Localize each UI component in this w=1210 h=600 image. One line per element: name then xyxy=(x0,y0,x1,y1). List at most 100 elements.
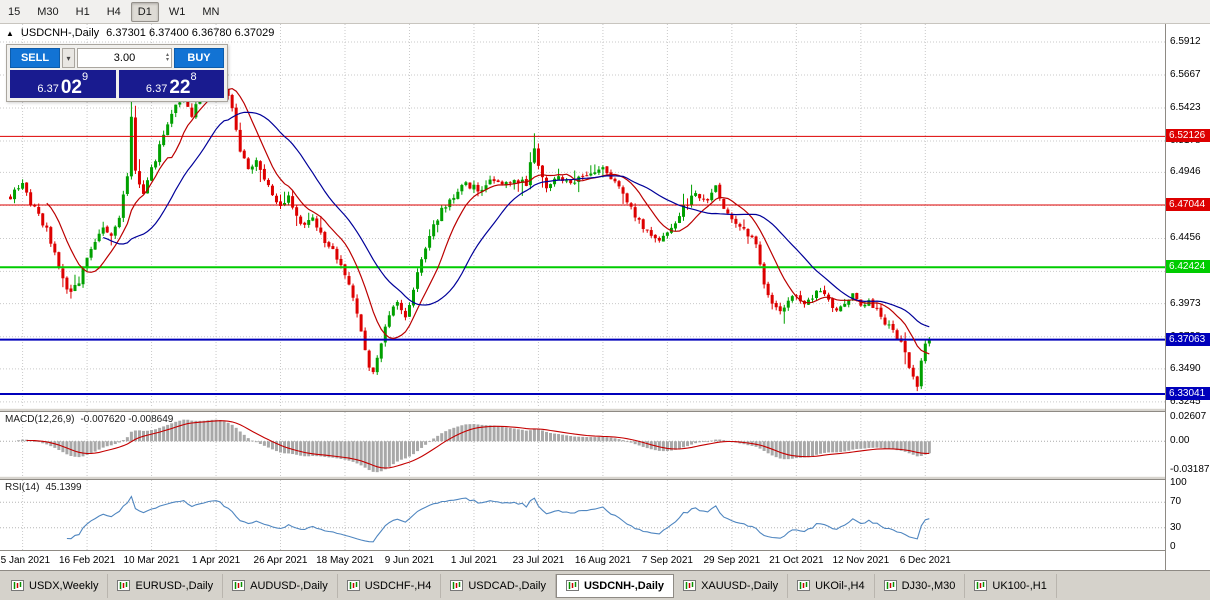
price-chart-pane[interactable] xyxy=(0,24,1165,408)
rsi-tick-label: 100 xyxy=(1170,477,1187,488)
price-tick-label: 6.3245 xyxy=(1170,395,1201,407)
one-click-panel-toggle-icon[interactable]: ▲ xyxy=(6,28,14,38)
chart-tab-icon xyxy=(883,580,897,591)
chart-tab-icon xyxy=(797,580,811,591)
timeframe-toolbar: 15 M30 H1 H4 D1 W1 MN xyxy=(0,0,1210,24)
time-axis[interactable]: 25 Jan 2021 16 Feb 2021 10 Mar 2021 1 Apr 2… xyxy=(0,550,1165,570)
date-tick-label: 16 Aug 2021 xyxy=(574,555,631,566)
buy-price-sup: 8 xyxy=(190,71,197,83)
macd-name: MACD(12,26,9) xyxy=(5,414,75,425)
chart-tab-usdx-weekly[interactable]: USDX,Weekly xyxy=(2,573,109,598)
chart-tab-icon xyxy=(117,580,131,591)
buy-button[interactable]: BUY xyxy=(174,48,224,68)
symbol-timeframe-label: USDCNH-,Daily xyxy=(20,27,100,39)
chart-tab-usdchf-h4[interactable]: USDCHF-,H4 xyxy=(338,573,442,598)
price-axis[interactable]: 6.59126.56676.54236.51786.49466.47016.44… xyxy=(1165,24,1210,570)
date-tick-label: 29 Sep 2021 xyxy=(703,555,761,566)
rsi-name: RSI(14) xyxy=(5,482,40,493)
timeframe-button-mn[interactable]: MN xyxy=(202,5,220,18)
chart-tab-usdcad-daily[interactable]: USDCAD-,Daily xyxy=(441,573,556,598)
date-tick-label: 12 Nov 2021 xyxy=(832,555,890,566)
timeframe-button-w1[interactable]: W1 xyxy=(168,5,186,18)
date-tick-label: 16 Feb 2021 xyxy=(58,555,116,566)
buy-price-display[interactable]: 6.37 22 8 xyxy=(118,70,224,98)
volume-value: 3.00 xyxy=(113,52,136,64)
chart-tab-label: AUDUSD-,Daily xyxy=(250,579,328,592)
sell-price-prefix: 6.37 xyxy=(37,83,59,95)
sell-price-sup: 9 xyxy=(81,71,89,83)
chart-tab-audusd-daily[interactable]: AUDUSD-,Daily xyxy=(223,573,338,598)
sell-price-big: 02 xyxy=(60,77,82,98)
date-tick-label: 1 Jul 2021 xyxy=(450,555,498,566)
date-tick-label: 6 Dec 2021 xyxy=(899,555,951,566)
timeframe-button-h4[interactable]: H4 xyxy=(106,5,121,18)
timeframe-button-h1[interactable]: H1 xyxy=(75,5,90,18)
chart-tab-eurusd-daily[interactable]: EURUSD-,Daily xyxy=(108,573,224,598)
buy-price-prefix: 6.37 xyxy=(145,83,168,95)
chart-tab-dj30-m30[interactable]: DJ30-,M30 xyxy=(875,573,966,598)
buy-price-big: 22 xyxy=(169,77,191,98)
timeframe-button-m30[interactable]: M30 xyxy=(37,5,59,18)
one-click-trading-panel: SELL ▾ 3.00 ▴ ▾ BUY 6.37 02 9 6.37 22 8 xyxy=(6,44,228,102)
date-tick-label: 7 Sep 2021 xyxy=(641,555,693,566)
price-line-badge: 6.37063 xyxy=(1166,332,1210,346)
rsi-label: RSI(14) 45.1399 xyxy=(5,482,82,493)
ohlc-values: 6.37301 6.37400 6.36780 6.37029 xyxy=(106,27,275,39)
rsi-tick-label: 30 xyxy=(1170,521,1182,533)
date-tick-label: 1 Apr 2021 xyxy=(191,555,241,566)
rsi-value: 45.1399 xyxy=(45,482,82,493)
price-tick-label: 6.4456 xyxy=(1170,232,1201,244)
chart-tab-icon xyxy=(346,580,360,591)
price-line-badge: 6.42424 xyxy=(1166,260,1210,274)
date-tick-label: 26 Apr 2021 xyxy=(253,555,308,566)
chart-tab-ukoil-h4[interactable]: UKOil-,H4 xyxy=(788,573,875,598)
rsi-indicator-pane[interactable] xyxy=(0,480,1165,550)
chart-tab-icon xyxy=(232,580,246,591)
chart-tab-xauusd-daily[interactable]: XAUUSD-,Daily xyxy=(674,573,789,598)
chart-tab-label: UK100-,H1 xyxy=(992,579,1047,592)
price-tick-label: 6.3973 xyxy=(1170,297,1201,309)
chart-tab-label: UKOil-,H4 xyxy=(815,579,865,592)
volume-spinner: ▴ ▾ xyxy=(166,49,169,67)
price-line-badge: 6.33041 xyxy=(1166,386,1210,400)
macd-values: -0.007620 -0.008649 xyxy=(80,414,174,425)
date-tick-label: 9 Jun 2021 xyxy=(384,555,435,566)
chart-tab-label: USDX,Weekly xyxy=(29,579,99,592)
volume-up-icon[interactable]: ▴ xyxy=(165,52,169,58)
chart-tab-usdcnh-daily[interactable]: USDCNH-,Daily xyxy=(555,573,675,598)
rsi-tick-label: 0 xyxy=(1170,541,1176,552)
price-tick-label: 6.3490 xyxy=(1170,362,1201,374)
macd-tick-label: 0.02607 xyxy=(1170,411,1207,423)
macd-indicator-pane[interactable] xyxy=(0,412,1165,476)
date-tick-label: 18 May 2021 xyxy=(316,555,374,566)
rsi-tick-label: 70 xyxy=(1170,496,1182,508)
sell-button[interactable]: SELL xyxy=(10,48,60,68)
chart-tab-icon xyxy=(565,580,579,591)
volume-dropdown-button[interactable]: ▾ xyxy=(62,48,75,68)
date-tick-label: 10 Mar 2021 xyxy=(123,555,180,566)
volume-down-icon[interactable]: ▾ xyxy=(165,57,169,63)
chart-tab-icon xyxy=(974,580,988,591)
price-tick-label: 6.5423 xyxy=(1170,101,1201,113)
chart-tab-icon xyxy=(11,580,24,591)
macd-tick-label: -0.03187 xyxy=(1170,464,1210,476)
macd-tick-label: 0.00 xyxy=(1170,435,1190,447)
chart-tab-uk100-h1[interactable]: UK100-,H1 xyxy=(965,573,1057,598)
pane-separator[interactable] xyxy=(0,408,1210,412)
macd-label: MACD(12,26,9) -0.007620 -0.008649 xyxy=(5,414,173,425)
chart-tab-label: DJ30-,M30 xyxy=(901,579,956,592)
price-line-badge: 6.47044 xyxy=(1166,197,1210,211)
sell-price-display[interactable]: 6.37 02 9 xyxy=(10,70,116,98)
date-tick-label: 21 Oct 2021 xyxy=(769,555,824,566)
date-tick-label: 23 Jul 2021 xyxy=(512,555,565,566)
chart-tab-icon xyxy=(450,580,464,591)
volume-input[interactable]: 3.00 ▴ ▾ xyxy=(77,48,172,68)
timeframe-button-d1[interactable]: D1 xyxy=(130,1,159,22)
chart-tab-label: USDCHF-,H4 xyxy=(364,579,432,592)
trade-buttons-row: SELL ▾ 3.00 ▴ ▾ BUY xyxy=(10,48,224,68)
chevron-down-icon: ▾ xyxy=(66,53,71,63)
chart-title: ▲ USDCNH-,Daily 6.37301 6.37400 6.36780 … xyxy=(6,27,274,39)
price-tick-label: 6.5667 xyxy=(1170,69,1201,81)
pane-separator[interactable] xyxy=(0,476,1210,480)
timeframe-button-15[interactable]: 15 xyxy=(8,5,21,18)
